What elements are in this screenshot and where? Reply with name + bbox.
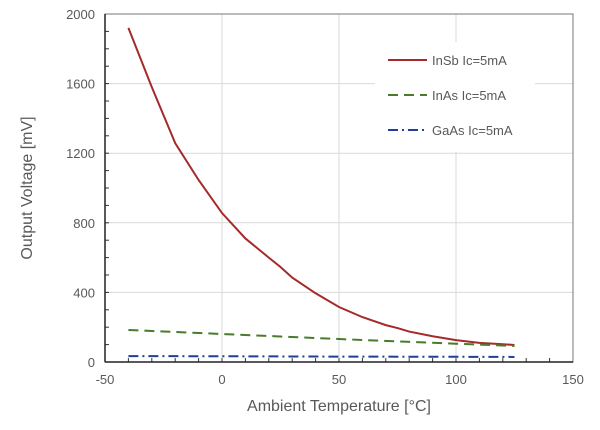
x-tick-label: -50 [96, 372, 115, 387]
y-tick-label: 0 [88, 355, 95, 370]
y-tick-label: 1600 [66, 77, 95, 92]
legend-label: GaAs Ic=5mA [432, 123, 513, 138]
y-axis-label: Output Voltage [mV] [19, 116, 36, 259]
legend: InSb Ic=5mA InAs Ic=5mA GaAs Ic=5mA [375, 42, 535, 152]
x-tick-label: 50 [332, 372, 346, 387]
legend-label: InSb Ic=5mA [432, 53, 507, 68]
y-tick-label: 2000 [66, 7, 95, 22]
x-tick-label: 100 [445, 372, 467, 387]
y-tick-label: 800 [73, 216, 95, 231]
legend-label: InAs Ic=5mA [432, 88, 506, 103]
x-tick-label: 150 [562, 372, 584, 387]
x-axis-label: Ambient Temperature [°C] [247, 398, 431, 415]
y-tick-label: 1200 [66, 146, 95, 161]
series-line-insb [127, 27, 515, 346]
series-line-gaas [128, 355, 515, 358]
series-line-inas [128, 328, 515, 347]
y-tick-label: 400 [73, 285, 95, 300]
x-tick-label: 0 [218, 372, 225, 387]
